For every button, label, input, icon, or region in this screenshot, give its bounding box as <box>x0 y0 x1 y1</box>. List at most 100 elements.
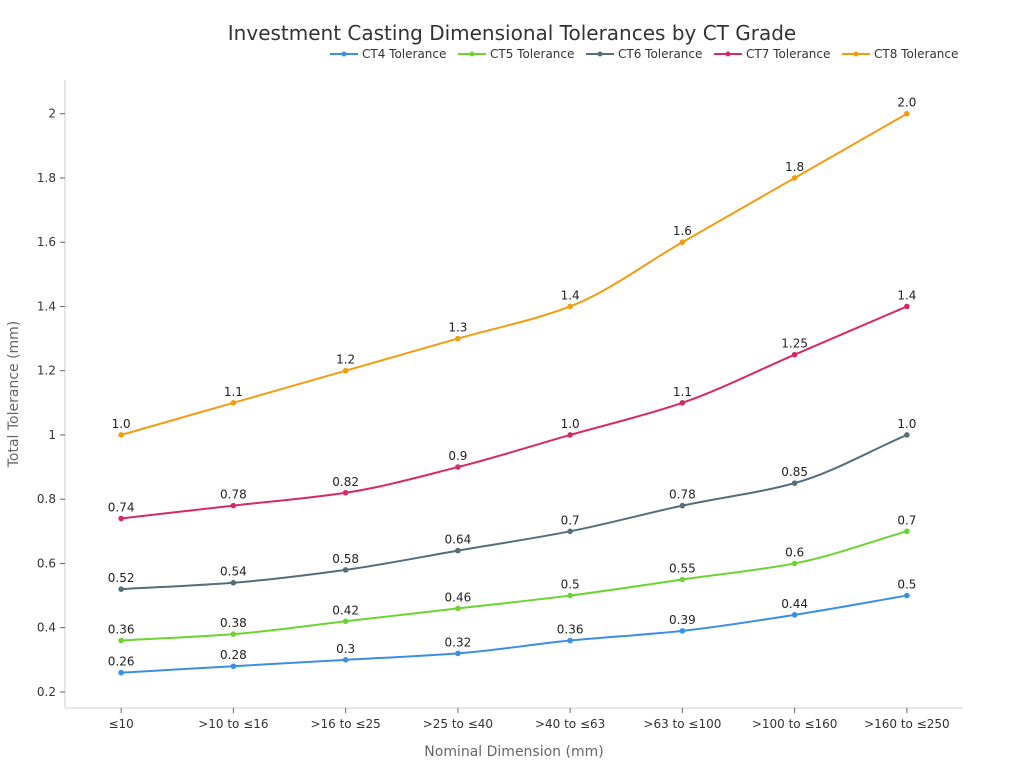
data-label: 1.0 <box>112 417 131 431</box>
legend-item[interactable]: CT5 Tolerance <box>458 47 574 61</box>
data-point[interactable] <box>679 502 686 509</box>
data-point[interactable] <box>230 502 237 509</box>
data-label: 2.0 <box>897 96 916 110</box>
data-label: 1.1 <box>673 385 692 399</box>
data-point[interactable] <box>230 400 237 406</box>
series-line <box>121 530 908 642</box>
data-point[interactable] <box>342 657 349 663</box>
y-tick-label: 1.4 <box>37 299 56 313</box>
data-point[interactable] <box>567 303 573 310</box>
data-label: 0.36 <box>557 623 584 637</box>
data-point[interactable] <box>230 579 237 586</box>
series-ct5-tolerance: 0.36 0.38 0.42 0.46 0.5 0.55 0.6 0.7 <box>108 513 916 644</box>
data-label: 0.6 <box>785 545 804 559</box>
legend: CT4 Tolerance CT5 Tolerance CT6 Tolerance C… <box>330 47 958 61</box>
x-tick-label: >16 to ≤25 <box>310 717 380 731</box>
data-point[interactable] <box>118 432 124 438</box>
data-point[interactable] <box>455 650 461 657</box>
data-label: 0.38 <box>220 616 247 630</box>
x-tick-label: >40 to ≤63 <box>535 717 605 731</box>
data-point[interactable] <box>904 528 910 535</box>
legend-label: CT6 Tolerance <box>618 47 702 61</box>
data-label: 0.5 <box>561 578 580 592</box>
data-point[interactable] <box>342 618 349 625</box>
y-tick-label: 1 <box>48 428 56 442</box>
data-point[interactable] <box>679 628 686 634</box>
legend-marker-icon <box>469 51 475 57</box>
data-label: 0.36 <box>108 623 135 637</box>
legend-label: CT4 Tolerance <box>362 47 446 61</box>
data-label: 1.4 <box>897 288 916 302</box>
data-point[interactable] <box>791 560 798 567</box>
data-label: 0.42 <box>332 603 359 617</box>
data-point[interactable] <box>118 669 124 676</box>
data-label: 0.7 <box>561 513 580 527</box>
data-point[interactable] <box>567 637 573 644</box>
series-line <box>121 594 908 674</box>
data-label: 0.52 <box>108 571 135 585</box>
data-point[interactable] <box>904 303 910 310</box>
series-group: 0.26 0.28 0.3 0.320.360.390.440.50.36 0.380.… <box>108 96 916 676</box>
series-ct4-tolerance: 0.26 0.28 0.3 0.32 0.36 0.39 0.44 0.5 <box>108 578 916 676</box>
data-label: 0.74 <box>108 500 135 514</box>
data-point[interactable] <box>791 480 798 486</box>
data-point[interactable] <box>679 576 686 583</box>
data-point[interactable] <box>679 239 686 246</box>
data-label: 0.3 <box>336 642 355 656</box>
data-label: 1.0 <box>561 417 580 431</box>
data-label: 0.39 <box>669 613 696 627</box>
data-label: 1.8 <box>785 160 804 174</box>
data-label: 0.58 <box>332 552 359 566</box>
data-label: 1.1 <box>224 385 243 399</box>
data-point[interactable] <box>567 592 573 599</box>
legend-item[interactable]: CT4 Tolerance <box>330 47 446 61</box>
legend-label: CT8 Tolerance <box>874 47 958 61</box>
data-point[interactable] <box>791 175 798 181</box>
legend-marker-icon <box>725 51 731 57</box>
data-point[interactable] <box>567 432 573 438</box>
data-label: 0.64 <box>445 533 472 547</box>
x-tick-label: >100 to ≤160 <box>752 717 838 731</box>
legend-label: CT7 Tolerance <box>746 47 830 61</box>
series-line <box>120 112 908 436</box>
data-label: 0.55 <box>669 562 696 576</box>
data-label: 0.5 <box>897 578 916 592</box>
data-label: 0.85 <box>781 465 808 479</box>
data-point[interactable] <box>455 605 461 612</box>
data-point[interactable] <box>455 547 461 554</box>
data-point[interactable] <box>904 592 910 599</box>
series-ct6-tolerance: 0.52 0.54 0.58 0.64 0.7 0.78 0.85 1.0 <box>108 417 916 592</box>
data-point[interactable] <box>904 110 910 117</box>
chart-title: Investment Casting Dimensional Tolerance… <box>228 21 796 45</box>
data-label: 0.9 <box>448 449 467 463</box>
data-point[interactable] <box>342 567 349 573</box>
legend-item[interactable]: CT8 Tolerance <box>842 47 958 61</box>
x-tick-label: >25 to ≤40 <box>423 717 493 731</box>
data-label: 0.54 <box>220 565 247 579</box>
data-point[interactable] <box>230 631 237 637</box>
y-tick-label: 1.6 <box>37 235 56 249</box>
data-point[interactable] <box>118 637 124 644</box>
data-point[interactable] <box>118 515 124 522</box>
data-point[interactable] <box>455 335 461 342</box>
data-point[interactable] <box>118 586 124 592</box>
y-tick-label: 1.8 <box>37 171 56 185</box>
data-point[interactable] <box>567 528 573 535</box>
legend-marker-icon <box>597 51 603 57</box>
data-point[interactable] <box>679 400 686 406</box>
data-point[interactable] <box>904 432 910 438</box>
data-point[interactable] <box>342 367 349 374</box>
data-label: 0.78 <box>669 488 696 502</box>
x-axis-label: Nominal Dimension (mm) <box>424 744 603 760</box>
data-point[interactable] <box>791 351 798 358</box>
data-point[interactable] <box>455 464 461 470</box>
legend-item[interactable]: CT6 Tolerance <box>586 47 702 61</box>
x-axis-ticks: ≤10 >10 to ≤16 >16 to ≤25 >25 to ≤40 >40 to … <box>108 708 950 731</box>
legend-item[interactable]: CT7 Tolerance <box>714 47 830 61</box>
data-label: 1.0 <box>897 417 916 431</box>
data-point[interactable] <box>230 663 237 670</box>
data-point[interactable] <box>342 489 349 496</box>
series-ct7-tolerance: 0.74 0.78 0.82 0.9 1.0 1.1 1.25 1.4 <box>108 288 916 522</box>
data-point[interactable] <box>791 612 798 618</box>
